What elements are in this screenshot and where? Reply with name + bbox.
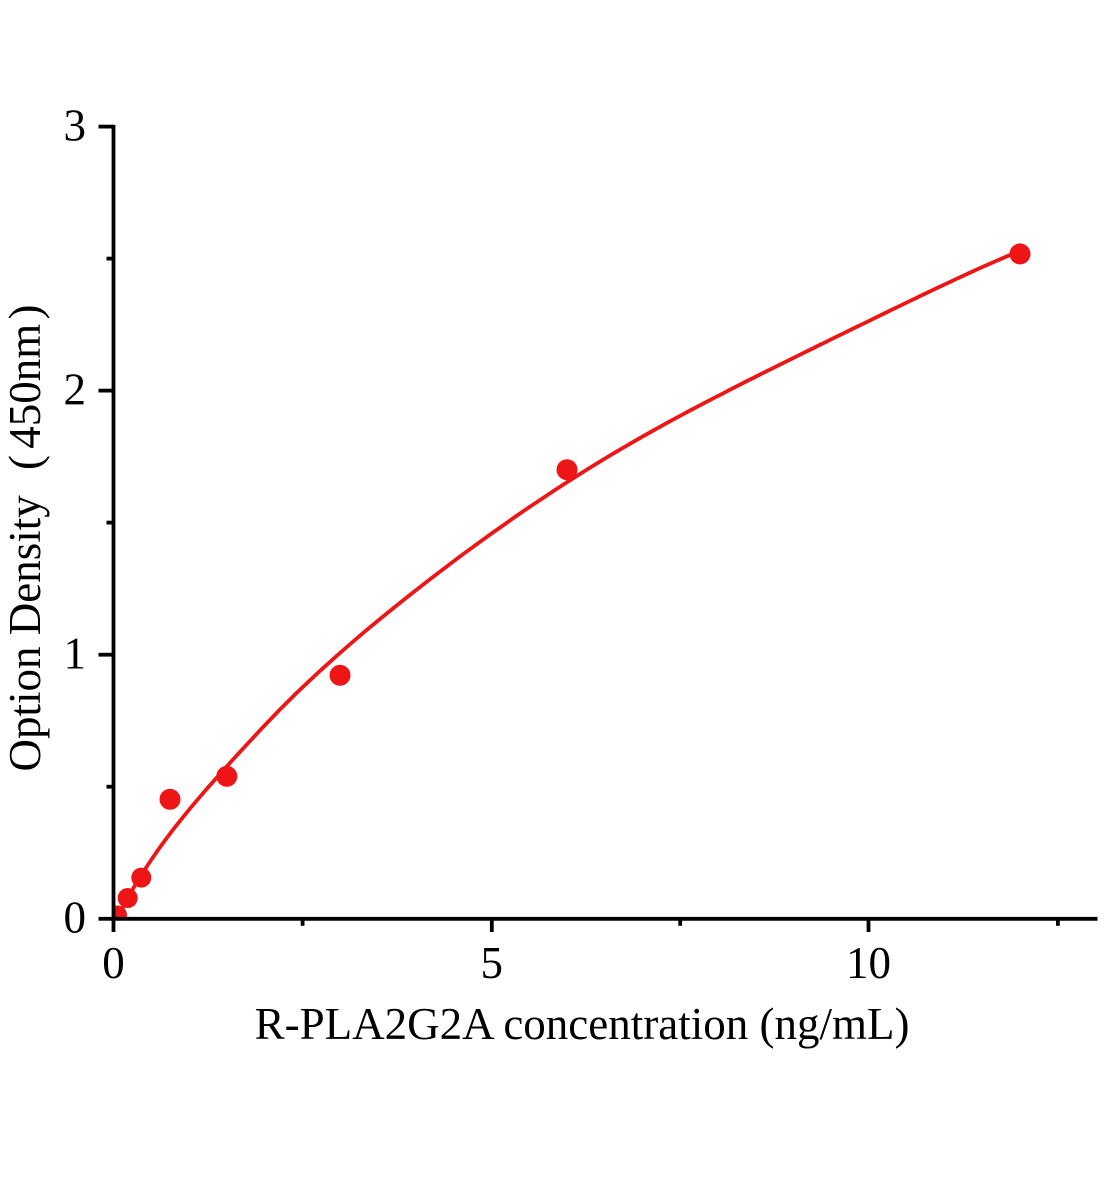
- svg-text:10: 10: [846, 938, 891, 988]
- svg-text:1: 1: [64, 629, 87, 679]
- svg-text:0: 0: [64, 893, 87, 943]
- svg-text:2: 2: [64, 365, 87, 415]
- svg-text:R-PLA2G2A concentration (ng/mL: R-PLA2G2A concentration (ng/mL): [255, 999, 910, 1049]
- svg-text:0: 0: [102, 938, 125, 988]
- svg-text:3: 3: [64, 101, 87, 151]
- svg-text:Option Density(450nm): Option Density(450nm): [0, 304, 50, 771]
- svg-text:5: 5: [481, 938, 504, 988]
